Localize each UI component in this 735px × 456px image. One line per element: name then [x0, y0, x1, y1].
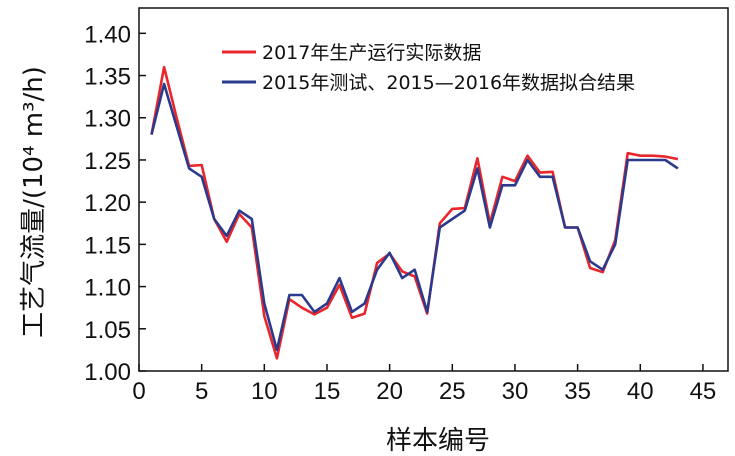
x-tick-label: 0 [132, 378, 145, 405]
y-axis-title: 工艺气流量/(10⁴ m³/h) [19, 66, 49, 338]
y-tick-label: 1.35 [84, 64, 131, 91]
x-tick-label: 40 [627, 378, 654, 405]
x-tick-label: 45 [690, 378, 717, 405]
x-axis: 0 5 10 15 20 25 30 35 40 45 [132, 364, 716, 405]
y-tick-label: 1.40 [84, 21, 131, 48]
series-line-fitted [150, 82, 679, 352]
x-tick-label: 5 [195, 378, 208, 405]
plot-area: 0 5 10 15 20 25 30 35 40 45 1.001.051.101.151.201… [84, 7, 729, 405]
legend-label-fitted: 2015年测试、2015—2016年数据拟合结果 [262, 72, 635, 94]
legend-label-actual: 2017年生产运行实际数据 [262, 42, 481, 64]
y-tick-label: 1.00 [84, 359, 131, 386]
legend: 2017年生产运行实际数据 2015年测试、2015—2016年数据拟合结果 [222, 42, 635, 94]
y-tick-label: 1.15 [84, 232, 131, 259]
y-axis: 1.00 1.05 1.10 1.15 1.20 1.25 1.30 1.35 1.40 [84, 21, 146, 386]
y-tick-label: 1.20 [84, 190, 131, 217]
y-tick-label: 1.25 [84, 148, 131, 175]
x-tick-label: 35 [564, 378, 591, 405]
plot-frame [138, 7, 729, 372]
series-line-actual [150, 65, 679, 360]
x-tick-label: 30 [502, 378, 529, 405]
y-tick-label: 1.10 [84, 275, 131, 302]
y-tick-label: 1.05 [84, 317, 131, 344]
y-tick-label: 1.30 [84, 106, 131, 133]
x-tick-label: 25 [439, 378, 466, 405]
series-layer [150, 65, 679, 360]
x-tick-label: 15 [314, 378, 341, 405]
x-tick-label: 20 [376, 378, 403, 405]
x-axis-title: 样本编号 [386, 426, 490, 456]
x-tick-label: 10 [251, 378, 278, 405]
